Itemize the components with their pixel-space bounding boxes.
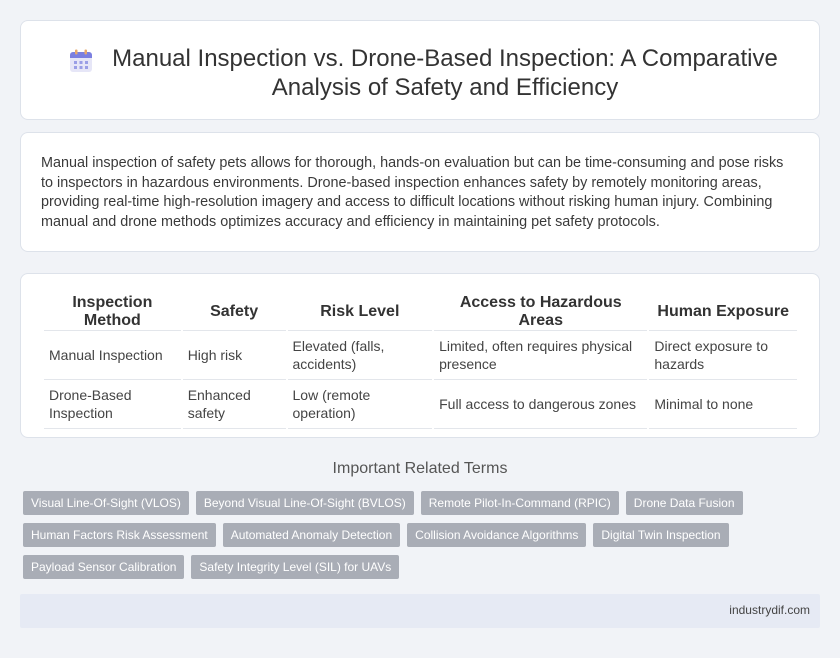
- table-header-row: Inspection Method Safety Risk Level Acce…: [44, 294, 797, 331]
- table-cell: Low (remote operation): [287, 380, 433, 429]
- column-header: Inspection Method: [44, 294, 181, 331]
- page-title: Manual Inspection vs. Drone-Based Inspec…: [112, 45, 778, 101]
- term-tag[interactable]: Collision Avoidance Algorithms: [407, 523, 587, 547]
- intro-card: Manual inspection of safety pets allows …: [20, 132, 820, 252]
- table-cell: Elevated (falls, accidents): [287, 331, 433, 380]
- footer: industrydif.com: [20, 594, 820, 628]
- term-tag[interactable]: Automated Anomaly Detection: [222, 523, 401, 547]
- term-tag[interactable]: Visual Line-Of-Sight (VLOS): [23, 491, 189, 515]
- comparison-table: Inspection Method Safety Risk Level Acce…: [42, 294, 799, 429]
- table-cell: Enhanced safety: [182, 380, 286, 429]
- column-header: Human Exposure: [649, 294, 797, 331]
- table-cell: Minimal to none: [649, 380, 797, 429]
- table-cell: Drone-Based Inspection: [44, 380, 181, 429]
- term-tag[interactable]: Digital Twin Inspection: [593, 523, 729, 547]
- column-header: Safety: [182, 294, 286, 331]
- comparison-table-card: Inspection Method Safety Risk Level Acce…: [20, 273, 820, 438]
- calendar-icon: [69, 49, 93, 73]
- term-tag[interactable]: Safety Integrity Level (SIL) for UAVs: [191, 555, 400, 579]
- related-terms-heading: Important Related Terms: [332, 460, 508, 477]
- table-cell: High risk: [182, 331, 286, 380]
- column-header: Access to Hazardous Areas: [434, 294, 648, 331]
- related-terms-list: Visual Line-Of-Sight (VLOS) Beyond Visua…: [23, 491, 743, 579]
- title-card: Manual Inspection vs. Drone-Based Inspec…: [20, 20, 820, 120]
- table-row: Manual Inspection High risk Elevated (fa…: [44, 331, 797, 380]
- table-cell: Direct exposure to hazards: [649, 331, 797, 380]
- table-row: Drone-Based Inspection Enhanced safety L…: [44, 380, 797, 429]
- term-tag[interactable]: Human Factors Risk Assessment: [23, 523, 216, 547]
- term-tag[interactable]: Remote Pilot-In-Command (RPIC): [420, 491, 619, 515]
- term-tag[interactable]: Payload Sensor Calibration: [23, 555, 185, 579]
- footer-source[interactable]: industrydif.com: [729, 603, 810, 617]
- term-tag[interactable]: Beyond Visual Line-Of-Sight (BVLOS): [195, 491, 414, 515]
- intro-paragraph: Manual inspection of safety pets allows …: [41, 155, 784, 230]
- table-cell: Manual Inspection: [44, 331, 181, 380]
- table-cell: Limited, often requires physical presenc…: [434, 331, 648, 380]
- column-header: Risk Level: [287, 294, 433, 331]
- term-tag[interactable]: Drone Data Fusion: [625, 491, 743, 515]
- table-cell: Full access to dangerous zones: [434, 380, 648, 429]
